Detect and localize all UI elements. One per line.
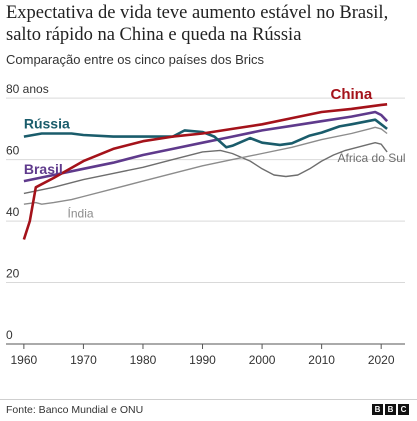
x-tick-label: 1960 xyxy=(11,353,38,367)
series-line-fricadosul xyxy=(23,141,388,195)
x-tick-label: 2020 xyxy=(368,353,395,367)
bbc-logo-letter: C xyxy=(398,404,409,415)
x-tick-label: 1980 xyxy=(130,353,157,367)
chart-subtitle: Comparação entre os cinco países dos Bri… xyxy=(6,52,264,67)
chart-title: Expectativa de vida teve aumento estável… xyxy=(6,3,389,45)
x-tick-label: 1990 xyxy=(189,353,216,367)
x-tick-label: 1970 xyxy=(70,353,97,367)
y-tick-label: 40 xyxy=(6,205,20,219)
y-tick-label: 0 xyxy=(6,328,13,342)
series-line-rssia xyxy=(23,118,388,149)
y-tick-label: 80 anos xyxy=(6,82,49,96)
bbc-logo-letter: B xyxy=(385,404,396,415)
series-line-brasil xyxy=(23,110,389,183)
series-line-ndia xyxy=(23,126,388,205)
series-label: China xyxy=(331,86,373,103)
series-label: África do Sul xyxy=(338,150,406,165)
series-label: Brasil xyxy=(24,161,63,177)
x-tick-label: 2010 xyxy=(308,353,335,367)
bbc-logo-letter: B xyxy=(372,404,383,415)
line-chart: 0 20 40 60 80 anos 1960 1970 1980 1990 2000 2010 20… xyxy=(6,82,406,367)
source-note: Fonte: Banco Mundial e ONU xyxy=(6,404,144,416)
x-tick-label: 2000 xyxy=(249,353,276,367)
series-label: Rússia xyxy=(24,116,70,132)
bbc-logo: B B C xyxy=(372,404,409,415)
series-line-china xyxy=(22,103,388,240)
y-tick-label: 60 xyxy=(6,144,20,158)
footer: Fonte: Banco Mundial e ONU B B C xyxy=(0,399,417,421)
y-tick-label: 20 xyxy=(6,267,20,281)
series-label: Índia xyxy=(68,206,94,221)
